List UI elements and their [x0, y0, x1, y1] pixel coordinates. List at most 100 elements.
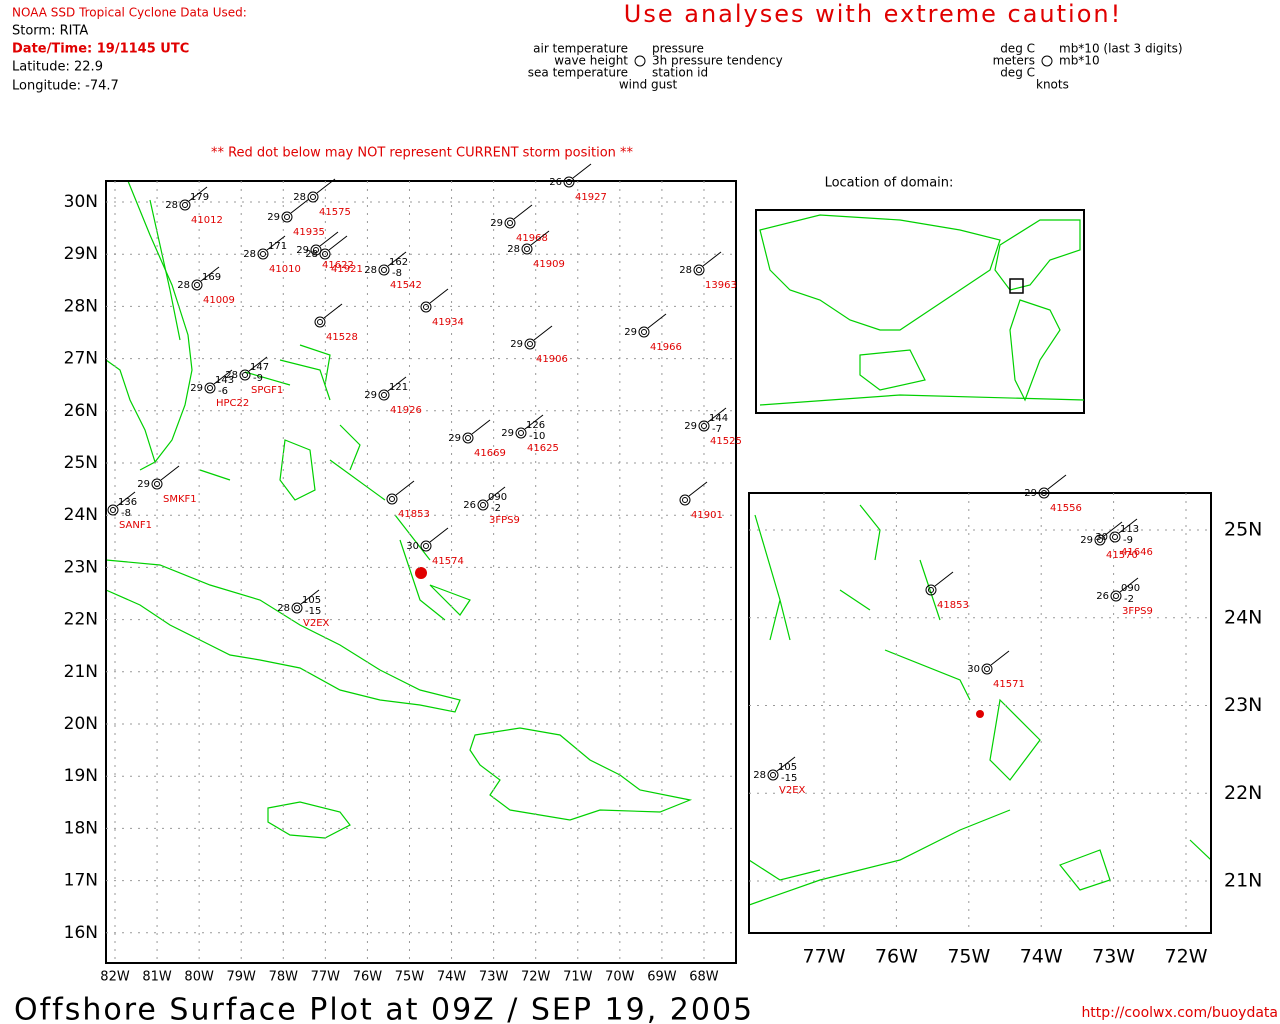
station-marker-inner — [701, 423, 707, 429]
air-temperature: 28 — [277, 603, 290, 614]
pressure: 169 — [202, 272, 221, 283]
air-temperature: 29 — [190, 383, 203, 394]
lat-label: 23N — [1224, 694, 1262, 716]
air-temperature: 29 — [490, 218, 503, 229]
station-id: 41853 — [398, 509, 430, 520]
air-temperature: 28 — [225, 370, 238, 381]
station-id: 41542 — [390, 280, 422, 291]
pressure-tendency: -8 — [392, 268, 402, 279]
station-marker — [563, 176, 575, 188]
wind-barb — [1103, 521, 1123, 537]
station-id: 41574 — [432, 556, 464, 567]
legend-label: pressure — [652, 42, 704, 56]
lon-label: 68W — [689, 970, 719, 985]
station-marker-inner — [313, 247, 319, 253]
pressure-tendency: -8 — [121, 508, 131, 519]
station-marker-inner — [284, 214, 290, 220]
latitude: Latitude: 22.9 — [12, 60, 103, 75]
wind-barb — [387, 251, 407, 267]
station-id: 41571 — [993, 679, 1025, 690]
wind-barb — [266, 235, 286, 251]
station-id: SPGF1 — [251, 385, 283, 396]
station-id: 3FPS9 — [489, 515, 520, 526]
station-marker — [257, 248, 269, 260]
station-id: 41525 — [710, 436, 742, 447]
wind-barb — [188, 186, 208, 202]
wind-barb — [300, 589, 320, 605]
air-temperature: 28 — [305, 249, 318, 260]
lat-label: 22N — [1224, 782, 1262, 804]
lat-label: 23N — [64, 557, 98, 577]
station-id: 41909 — [533, 259, 565, 270]
wind-barb — [533, 325, 553, 341]
station-id: V2EX — [779, 785, 806, 796]
lat-label: 18N — [64, 818, 98, 838]
lon-label: 76W — [875, 946, 918, 968]
station-marker — [477, 499, 489, 511]
datetime: Date/Time: 19/1145 UTC — [12, 42, 189, 57]
station-marker-inner — [110, 507, 116, 513]
legend-label: wave height — [554, 54, 628, 68]
wind-barb — [213, 369, 233, 385]
air-temperature: 29 — [364, 390, 377, 401]
pressure-tendency: -9 — [253, 373, 263, 384]
wind-barb — [934, 571, 954, 587]
pressure-tendency: -7 — [712, 424, 722, 435]
station-marker — [151, 478, 163, 490]
pressure: 113 — [1120, 524, 1139, 535]
units-label: mb*10 (last 3 digits) — [1059, 42, 1183, 56]
station-id: 41625 — [527, 443, 559, 454]
wind-barb — [990, 650, 1010, 666]
inset-coastline — [749, 504, 1211, 906]
air-temperature: 26 — [463, 500, 476, 511]
station-id: 41575 — [319, 207, 351, 218]
units-label: mb*10 — [1059, 54, 1100, 68]
air-temperature: 29 — [501, 428, 514, 439]
units-label: deg C — [1000, 66, 1035, 80]
air-temperature: 28 — [364, 265, 377, 276]
legend-label: air temperature — [533, 42, 628, 56]
legend-label: sea temperature — [528, 66, 628, 80]
station-marker-inner — [194, 282, 200, 288]
longitude: Longitude: -74.7 — [12, 79, 119, 94]
air-temperature: 28 — [679, 265, 692, 276]
station-marker — [281, 211, 293, 223]
station-marker-inner — [317, 319, 323, 325]
lon-label: 82W — [100, 970, 130, 985]
pressure: 143 — [215, 375, 234, 386]
station-id: 41901 — [691, 510, 723, 521]
pressure-tendency: -2 — [491, 503, 501, 514]
station-id: 41934 — [432, 317, 464, 328]
lon-label: 76W — [353, 970, 383, 985]
station-marker — [462, 432, 474, 444]
station-marker-inner — [423, 304, 429, 310]
station-marker-inner — [260, 251, 266, 257]
lat-label: 25N — [1224, 519, 1262, 541]
station-id: 41853 — [937, 600, 969, 611]
station-marker-inner — [524, 246, 530, 252]
station-marker-inner — [984, 666, 990, 672]
pressure: 126 — [526, 420, 545, 431]
inset-frame — [748, 492, 1212, 934]
pressure: 105 — [302, 595, 321, 606]
station-marker — [291, 602, 303, 614]
units-label: deg C — [1000, 42, 1035, 56]
station-id: 41966 — [650, 342, 682, 353]
air-temperature: 28 — [753, 770, 766, 781]
station-id: 41921 — [331, 264, 363, 275]
station-marker — [504, 217, 516, 229]
air-temperature: 30 — [406, 541, 419, 552]
lon-label: 74W — [1020, 946, 1063, 968]
station-marker-inner — [928, 587, 934, 593]
domain-box — [1009, 278, 1024, 294]
lat-label: 24N — [64, 505, 98, 525]
pressure: 090 — [488, 492, 507, 503]
storm-dot — [415, 567, 427, 579]
lon-label: 77W — [803, 946, 846, 968]
station-marker — [386, 493, 398, 505]
pressure-tendency: -6 — [218, 386, 228, 397]
lon-label: 78W — [269, 970, 299, 985]
lat-label: 26N — [64, 401, 98, 421]
station-id: HPC22 — [216, 398, 249, 409]
air-temperature: 28 — [165, 200, 178, 211]
